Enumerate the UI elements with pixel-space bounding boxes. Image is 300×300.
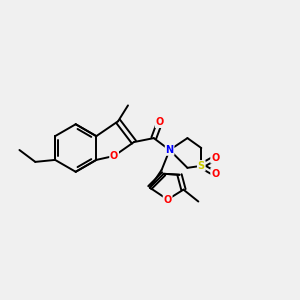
Text: S: S bbox=[198, 161, 205, 171]
Text: O: O bbox=[110, 151, 118, 161]
Text: O: O bbox=[164, 194, 172, 205]
Text: N: N bbox=[166, 145, 174, 155]
Text: O: O bbox=[211, 153, 219, 163]
Text: O: O bbox=[156, 117, 164, 127]
Text: O: O bbox=[211, 169, 219, 179]
